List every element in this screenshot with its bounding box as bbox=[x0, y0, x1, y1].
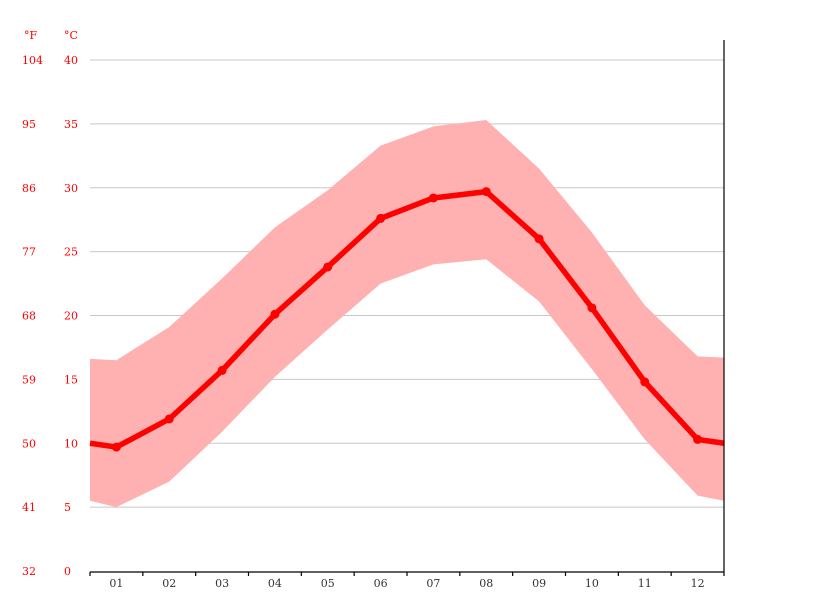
data-point bbox=[587, 303, 597, 313]
data-point bbox=[270, 309, 280, 319]
x-tick-label: 05 bbox=[321, 577, 335, 590]
data-point bbox=[693, 434, 703, 444]
y-tick-fahrenheit: 104 bbox=[22, 54, 43, 67]
unit-fahrenheit-label: °F bbox=[24, 29, 38, 42]
data-point bbox=[428, 193, 438, 203]
y-tick-fahrenheit: 68 bbox=[22, 310, 36, 323]
x-axis bbox=[89, 40, 725, 576]
y-tick-fahrenheit: 59 bbox=[22, 373, 36, 386]
data-point bbox=[217, 365, 227, 375]
x-tick-label: 10 bbox=[585, 577, 599, 590]
x-tick-label: 04 bbox=[268, 577, 282, 590]
x-tick-label: 06 bbox=[374, 577, 388, 590]
y-tick-celsius: 25 bbox=[64, 246, 78, 259]
y-tick-fahrenheit: 77 bbox=[22, 246, 36, 259]
data-point bbox=[481, 187, 491, 197]
y-tick-celsius: 35 bbox=[64, 118, 78, 131]
x-tick-label: 01 bbox=[109, 577, 123, 590]
x-tick-label: 07 bbox=[426, 577, 440, 590]
min-max-temperature-band bbox=[90, 120, 724, 508]
y-tick-celsius: 20 bbox=[64, 310, 78, 323]
y-tick-celsius: 0 bbox=[64, 565, 71, 578]
y-tick-fahrenheit: 41 bbox=[22, 501, 36, 514]
average-temperature-points bbox=[111, 187, 703, 452]
data-point bbox=[164, 414, 174, 424]
unit-labels: °F °C bbox=[24, 29, 78, 42]
data-point bbox=[111, 442, 121, 452]
y-tick-celsius: 15 bbox=[64, 373, 78, 386]
x-tick-label: 02 bbox=[162, 577, 176, 590]
x-axis-labels: 01 02 03 04 05 06 07 08 09 10 11 12 bbox=[109, 577, 704, 590]
y-tick-celsius: 10 bbox=[64, 437, 78, 450]
y-axis-labels: 32 0 41 5 50 10 59 15 68 20 77 25 86 30 95 35 104 40 bbox=[22, 54, 78, 578]
average-temperature-line bbox=[89, 188, 725, 450]
data-point bbox=[376, 213, 386, 223]
x-tick-label: 08 bbox=[479, 577, 493, 590]
x-tick-label: 12 bbox=[691, 577, 705, 590]
data-point bbox=[323, 262, 333, 272]
data-point bbox=[534, 234, 544, 244]
y-tick-celsius: 5 bbox=[64, 501, 71, 514]
y-tick-celsius: 30 bbox=[64, 182, 78, 195]
y-tick-celsius: 40 bbox=[64, 54, 78, 67]
x-tick-label: 09 bbox=[532, 577, 546, 590]
y-tick-fahrenheit: 32 bbox=[22, 565, 36, 578]
y-tick-fahrenheit: 50 bbox=[22, 437, 36, 450]
data-point bbox=[640, 377, 650, 387]
x-tick-label: 11 bbox=[638, 577, 652, 590]
unit-celsius-label: °C bbox=[64, 29, 78, 42]
y-tick-fahrenheit: 86 bbox=[22, 182, 36, 195]
y-tick-fahrenheit: 95 bbox=[22, 118, 36, 131]
x-tick-label: 03 bbox=[215, 577, 229, 590]
